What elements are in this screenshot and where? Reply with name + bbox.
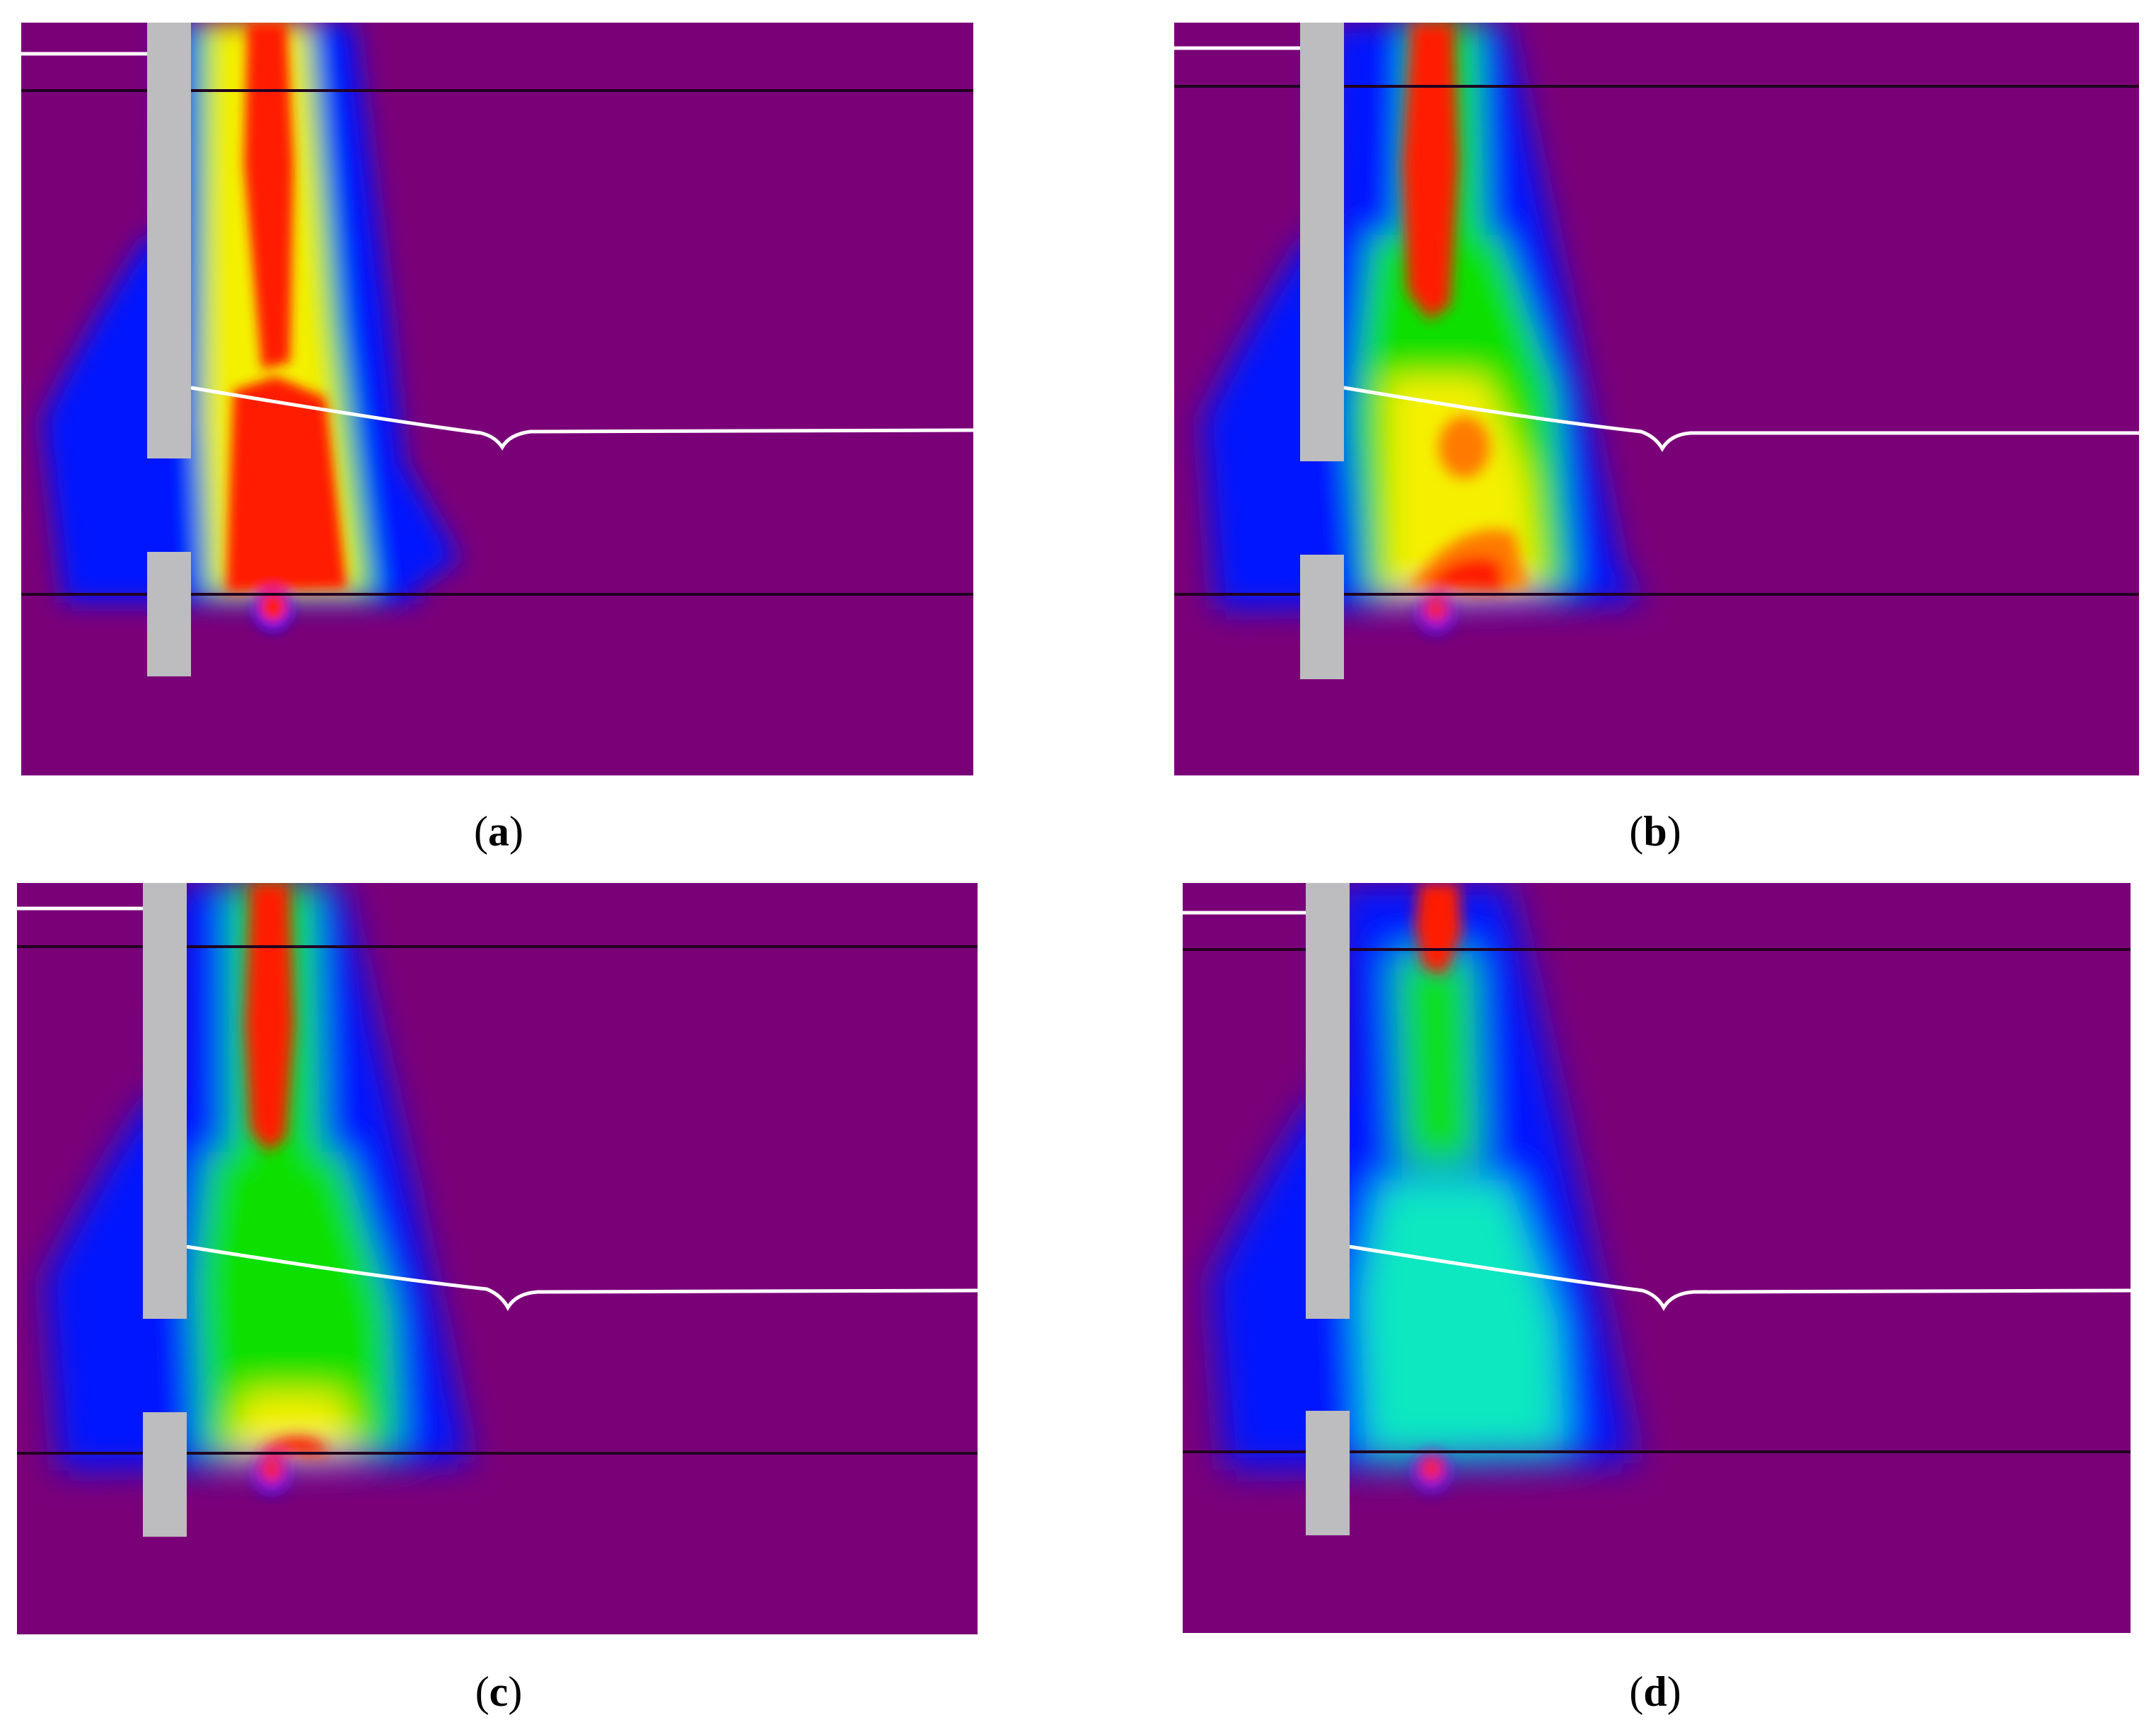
panel-a-caption: (a): [474, 808, 523, 855]
panel-a-plume-plot: [21, 23, 973, 775]
panel-a-image: [21, 23, 973, 775]
panel-b-image: [1174, 23, 2139, 775]
panel-c-plume-plot: [17, 883, 978, 1634]
panel-c-image: [17, 883, 978, 1634]
panel-b-caption: (b): [1629, 808, 1681, 855]
panel-b-plume-plot: [1174, 23, 2139, 775]
panel-d-plume-plot: [1183, 883, 2131, 1633]
panel-d-caption: (d): [1629, 1668, 1681, 1715]
panel-c-caption: (c): [475, 1668, 523, 1715]
panel-d-image: [1183, 883, 2131, 1633]
